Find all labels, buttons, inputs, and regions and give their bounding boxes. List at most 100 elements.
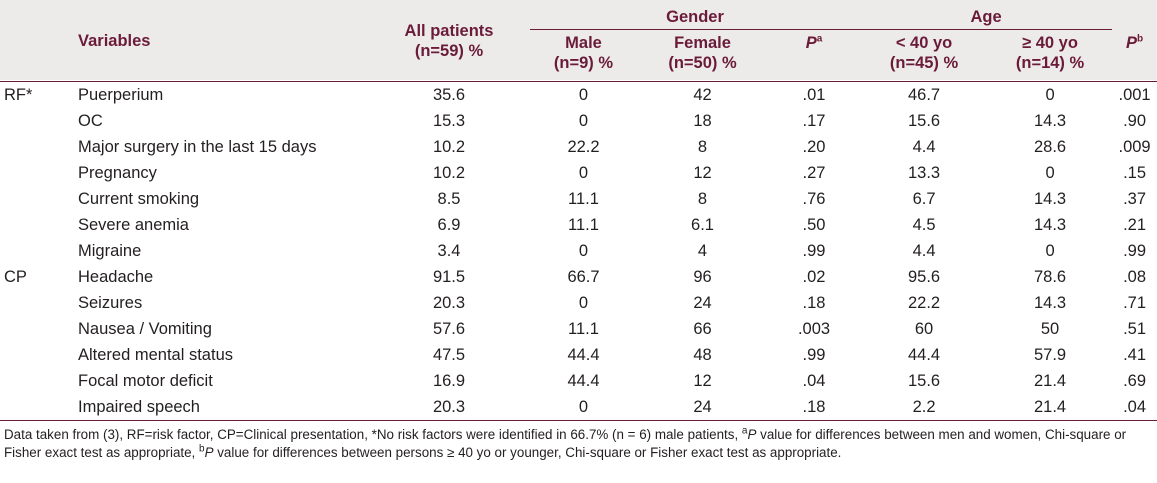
col-header-male: Male (n=9) % — [530, 29, 637, 82]
cell-male: 0 — [578, 294, 589, 312]
row-variable-label: Impaired speech — [78, 394, 368, 421]
cell-male: 66.7 — [567, 268, 600, 286]
table-row: Seizures 20.3 0 24 .18 22.2 14.3 .71 — [0, 290, 1157, 316]
cell-male: 0 — [578, 164, 589, 182]
row-variable-label: Current smoking — [78, 190, 200, 208]
cell-over-40: 21.4 — [1033, 372, 1067, 390]
row-variable-label: Pregnancy — [78, 164, 157, 182]
cell-p-age: .69 — [1123, 372, 1147, 390]
col-header-variables: Variables — [78, 31, 151, 50]
cell-female: 4 — [697, 242, 708, 260]
cell-all-patients: 3.4 — [437, 242, 461, 260]
row-section-label — [0, 342, 78, 368]
row-section-label — [0, 186, 78, 212]
group-header-gender: Gender — [666, 7, 724, 26]
cell-under-40: 4.4 — [912, 242, 936, 260]
cell-p-age: .15 — [1123, 164, 1147, 182]
cell-male: 11.1 — [568, 216, 599, 234]
row-variable-label: Nausea / Vomiting — [78, 320, 212, 338]
row-variable-label: Altered mental status — [78, 346, 233, 364]
cell-p-age: .99 — [1123, 242, 1147, 260]
cell-p-age: .009 — [1118, 138, 1151, 156]
cell-p-age: .001 — [1112, 81, 1157, 108]
row-variable-label: Major surgery in the last 15 days — [78, 138, 317, 156]
table-row: Major surgery in the last 15 days 10.2 22.… — [0, 134, 1157, 160]
row-section-label — [0, 160, 78, 186]
cell-p-age: .41 — [1123, 346, 1147, 364]
cell-over-40: 0 — [1045, 242, 1055, 260]
cell-female: 66 — [693, 320, 712, 338]
cell-under-40: 95.6 — [907, 268, 941, 286]
cell-all-patients: 91.5 — [432, 268, 466, 286]
cell-all-patients: 10.2 — [432, 164, 466, 182]
cell-female: 8 — [697, 138, 708, 156]
cell-female: 8 — [697, 190, 708, 208]
cell-under-40: 15.6 — [907, 372, 941, 390]
cell-under-40: 44.4 — [907, 346, 941, 364]
cell-over-40: 50 — [1040, 320, 1060, 338]
table-row: OC 15.3 0 18 .17 15.6 14.3 .90 — [0, 108, 1157, 134]
row-variable-label: Puerperium — [78, 81, 368, 108]
cell-over-40: 28.6 — [1033, 138, 1067, 156]
cell-p-gender: .02 — [802, 268, 826, 286]
cell-p-age: .08 — [1123, 268, 1147, 286]
table-row: Altered mental status 47.5 44.4 48 .99 44.4 57… — [0, 342, 1157, 368]
cell-under-40: 6.7 — [912, 190, 936, 208]
cell-over-40: 0 — [988, 81, 1113, 108]
cell-female: 12 — [693, 164, 712, 182]
row-variable-label: Focal motor deficit — [78, 372, 213, 390]
cell-p-gender: .17 — [802, 112, 826, 130]
row-section-label — [0, 134, 78, 160]
cell-female: 24 — [693, 294, 712, 312]
col-header-p-age: Pb — [1125, 33, 1144, 52]
cell-female: 48 — [693, 346, 712, 364]
cell-female: 12 — [693, 372, 712, 390]
cell-p-age: .21 — [1123, 216, 1147, 234]
cell-male: 0 — [530, 394, 637, 421]
col-header-p-gender: Pa — [768, 29, 861, 82]
cell-over-40: 14.3 — [1033, 190, 1067, 208]
table-row: RF* Puerperium 35.6 0 42.01 46.7 0.001 — [0, 81, 1157, 108]
cell-male: 11.1 — [568, 320, 599, 338]
table-row: Current smoking 8.5 11.1 8 .76 6.7 14.3 .37 — [0, 186, 1157, 212]
cell-male: 0 — [578, 112, 589, 130]
cell-under-40: 4.5 — [912, 216, 936, 234]
col-header-female: Female (n=50) % — [637, 29, 768, 82]
cell-all-patients: 6.9 — [437, 216, 461, 234]
row-section-label — [0, 238, 78, 264]
cell-all-patients: 15.3 — [432, 112, 466, 130]
cell-p-gender: .50 — [802, 216, 826, 234]
cell-p-gender: .27 — [802, 164, 826, 182]
cell-all-patients: 57.6 — [432, 320, 466, 338]
cell-p-age: .71 — [1123, 294, 1147, 312]
cell-p-gender: .76 — [802, 190, 826, 208]
cell-p-gender: .20 — [802, 138, 826, 156]
cell-under-40: 46.7 — [860, 81, 989, 108]
cell-female: 24 — [637, 394, 768, 421]
table-row: Severe anemia 6.9 11.1 6.1 .50 4.5 14.3 .21 — [0, 212, 1157, 238]
cell-under-40: 22.2 — [907, 294, 941, 312]
cell-over-40: 21.4 — [988, 394, 1113, 421]
row-section-label: RF* — [0, 81, 78, 108]
cell-under-40: 60 — [914, 320, 934, 338]
cell-all-patients: 47.5 — [432, 346, 466, 364]
cell-p-gender: .18 — [802, 294, 826, 312]
table-row: Pregnancy 10.2 0 12 .27 13.3 0 .15 — [0, 160, 1157, 186]
row-variable-label: Severe anemia — [78, 216, 189, 234]
row-section-label — [0, 394, 78, 421]
results-table: Variables All patients (n=59) % Gender A… — [0, 7, 1157, 421]
cell-all-patients: 20.3 — [432, 294, 466, 312]
cell-all-patients: 20.3 — [368, 394, 530, 421]
row-section-label — [0, 316, 78, 342]
cell-p-gender: .99 — [802, 346, 826, 364]
row-variable-label: Migraine — [78, 242, 142, 260]
cell-over-40: 78.6 — [1033, 268, 1067, 286]
cell-male: 11.1 — [568, 190, 599, 208]
row-variable-label: OC — [78, 112, 103, 130]
row-variable-label: Headache — [78, 268, 154, 286]
cell-over-40: 14.3 — [1033, 112, 1067, 130]
cell-over-40: 57.9 — [1033, 346, 1067, 364]
table-footnote: Data taken from (3), RF=risk factor, CP=… — [4, 425, 1127, 460]
table-body: RF* Puerperium 35.6 0 42.01 46.7 0.001 OC 15.3 0 1… — [0, 81, 1157, 421]
row-variable-label: Seizures — [78, 294, 143, 312]
